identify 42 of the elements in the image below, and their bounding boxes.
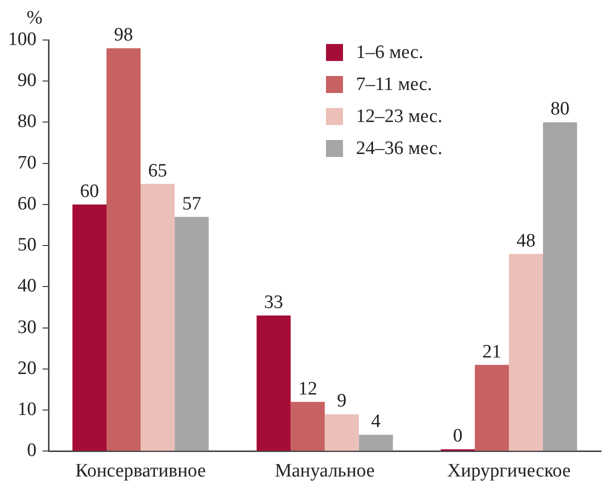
legend-label: 7–11 мес. [356, 74, 432, 95]
data-label: 60 [80, 180, 99, 202]
bar [290, 402, 325, 451]
bar [140, 184, 175, 451]
y-tick-label: 0 [27, 440, 36, 462]
bar [324, 414, 359, 451]
y-tick-label: 10 [18, 399, 36, 420]
data-label: 80 [550, 98, 570, 120]
y-tick-label: 30 [18, 316, 36, 338]
bar [72, 204, 107, 451]
y-tick-label: 70 [18, 152, 36, 174]
bar [508, 254, 543, 451]
y-tick-label: 100 [8, 28, 36, 50]
legend-label: 24–36 мес. [356, 138, 442, 159]
data-label: 12 [298, 378, 318, 400]
data-label: 21 [482, 341, 502, 362]
data-label: 65 [148, 160, 168, 182]
data-label: 4 [371, 411, 382, 432]
y-tick-label: 60 [18, 193, 36, 214]
bar [256, 316, 291, 451]
data-label: 33 [264, 292, 284, 313]
bar [542, 122, 578, 451]
data-label: 0 [453, 426, 463, 447]
y-tick-label: 20 [18, 358, 36, 379]
y-tick-label: 80 [18, 111, 36, 132]
data-label: 98 [114, 24, 134, 46]
data-label: 9 [337, 390, 347, 412]
y-tick-label: 40 [18, 276, 36, 297]
x-tick-label: Консервативное [75, 460, 206, 482]
y-axis-title: % [26, 7, 43, 28]
legend-label: 12–23 мес. [356, 106, 442, 127]
data-label: 48 [516, 230, 536, 252]
y-tick-label: 50 [18, 234, 36, 256]
bar [474, 364, 509, 451]
x-tick-label: Хирургическое [447, 460, 571, 482]
bar [174, 216, 209, 451]
data-label: 57 [182, 193, 202, 214]
bar [106, 48, 141, 451]
legend-label: 1–6 мес. [356, 42, 424, 63]
x-tick-label: Мануальное [274, 460, 375, 482]
y-tick-label: 90 [18, 70, 36, 92]
bar [358, 434, 393, 451]
